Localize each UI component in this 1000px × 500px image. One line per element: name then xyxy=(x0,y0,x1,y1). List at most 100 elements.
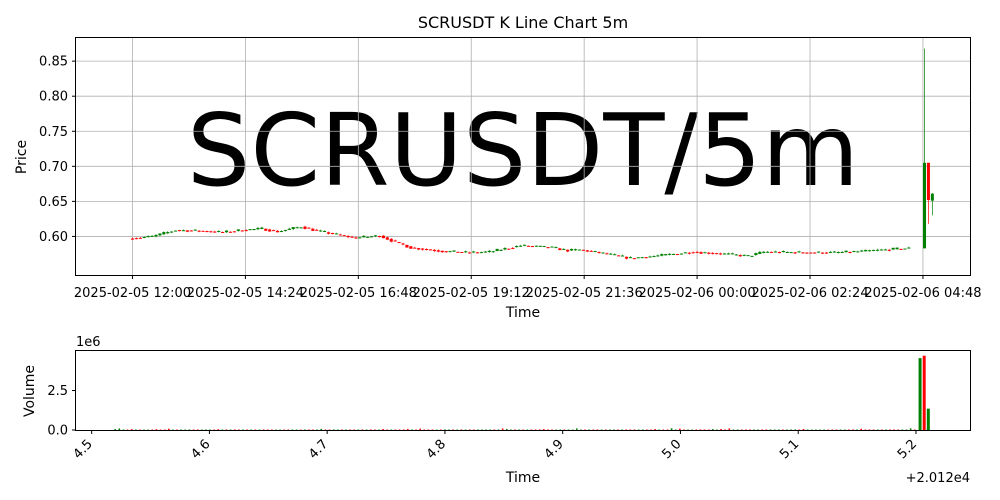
candle-body xyxy=(887,249,891,251)
spike-candle-body xyxy=(926,162,930,200)
volume-bar xyxy=(744,429,747,430)
volume-bar xyxy=(328,429,331,430)
candle-body xyxy=(225,230,229,233)
volume-bar xyxy=(563,429,566,430)
candle-body xyxy=(295,227,299,229)
candle-body xyxy=(217,230,221,232)
candle-body xyxy=(366,236,370,238)
volume-bar xyxy=(679,428,681,430)
volume-bar xyxy=(238,429,240,430)
volume-bar xyxy=(316,429,318,430)
candle-body xyxy=(832,251,836,253)
price-x-tick-label: 2025-02-05 12:00 xyxy=(74,286,191,301)
volume-bar xyxy=(576,428,578,430)
candle-body xyxy=(785,251,789,253)
candle-body xyxy=(742,254,746,256)
candle-body xyxy=(381,235,385,239)
spike-volume-bar xyxy=(926,408,930,430)
volume-bar xyxy=(720,429,722,430)
volume-bar xyxy=(860,428,862,430)
candle-body xyxy=(487,250,491,252)
candle-body xyxy=(542,245,546,247)
volume-bar xyxy=(485,429,487,430)
volume-bar xyxy=(312,429,314,430)
volume-bar xyxy=(283,429,285,430)
candle-body xyxy=(185,230,189,232)
volume-bar xyxy=(555,429,558,430)
volume-bar xyxy=(209,429,211,430)
volume-bar xyxy=(522,429,525,430)
volume-bar xyxy=(229,429,232,430)
volume-bar xyxy=(848,429,850,430)
candle-body xyxy=(809,252,813,254)
volume-bar xyxy=(374,429,376,430)
volume-bar xyxy=(909,428,912,430)
price-y-label: Price xyxy=(14,140,30,174)
candle-body xyxy=(209,231,213,233)
candle-body xyxy=(840,251,844,253)
price-x-tick-label: 2025-02-06 02:24 xyxy=(751,286,868,301)
volume-bar xyxy=(493,429,496,430)
candle-body xyxy=(170,231,174,233)
candle-body xyxy=(664,254,668,256)
volume-bar xyxy=(777,429,780,430)
volume-bar xyxy=(122,429,125,430)
candle-body xyxy=(530,246,534,248)
candle-body xyxy=(291,227,295,230)
spike-volume-bar xyxy=(922,355,926,430)
price-y-tick-label: 0.70 xyxy=(39,160,68,175)
candle-body xyxy=(232,231,236,233)
volume-bar xyxy=(435,429,438,430)
volume-bar xyxy=(357,429,360,430)
volume-bar xyxy=(765,429,768,430)
volume-bar xyxy=(468,429,471,430)
volume-bar xyxy=(823,429,825,430)
candle-body xyxy=(793,252,797,254)
candle-body xyxy=(397,242,401,244)
volume-bar xyxy=(526,429,529,430)
candle-body xyxy=(483,251,487,253)
candle-body xyxy=(519,245,523,247)
price-candles xyxy=(130,48,934,260)
candle-body xyxy=(707,252,711,254)
candle-body xyxy=(221,231,225,233)
candle-body xyxy=(460,252,464,254)
volume-bar xyxy=(881,429,883,430)
volume-bar xyxy=(608,429,611,430)
volume-bar xyxy=(402,429,405,430)
volume-bar xyxy=(200,429,203,430)
candle-body xyxy=(644,257,648,259)
candle-body xyxy=(593,250,597,252)
candle-body xyxy=(283,229,287,231)
candle-body xyxy=(244,230,248,232)
volume-bar xyxy=(163,429,166,430)
candle-body xyxy=(197,230,201,232)
candle-body xyxy=(879,249,883,251)
volume-bar xyxy=(481,429,483,430)
volume-bar xyxy=(332,429,335,430)
candle-body xyxy=(628,257,633,259)
volume-bar xyxy=(279,429,281,430)
price-x-tick-label: 2025-02-06 04:48 xyxy=(864,286,981,301)
volume-y-tick-label: 0.0 xyxy=(47,424,68,439)
price-x-label: Time xyxy=(505,305,540,321)
candle-body xyxy=(895,247,899,250)
volume-bar xyxy=(262,429,265,430)
volume-bar xyxy=(547,429,549,430)
candle-body xyxy=(436,250,440,252)
volume-bar xyxy=(345,429,347,430)
price-x-tick-label: 2025-02-05 19:12 xyxy=(413,286,530,301)
volume-bar xyxy=(864,429,867,430)
candle-body xyxy=(319,230,323,232)
volume-bar xyxy=(246,429,248,430)
candle-body xyxy=(130,238,135,240)
volume-bar xyxy=(629,429,632,430)
volume-x-offset: +2.012e4 xyxy=(906,471,970,486)
volume-bar xyxy=(180,429,182,430)
volume-bar xyxy=(683,429,685,430)
volume-bar xyxy=(592,429,595,430)
candle-body xyxy=(668,253,672,255)
volume-bar xyxy=(617,429,619,430)
volume-bar xyxy=(835,429,838,430)
candle-body xyxy=(323,231,327,233)
